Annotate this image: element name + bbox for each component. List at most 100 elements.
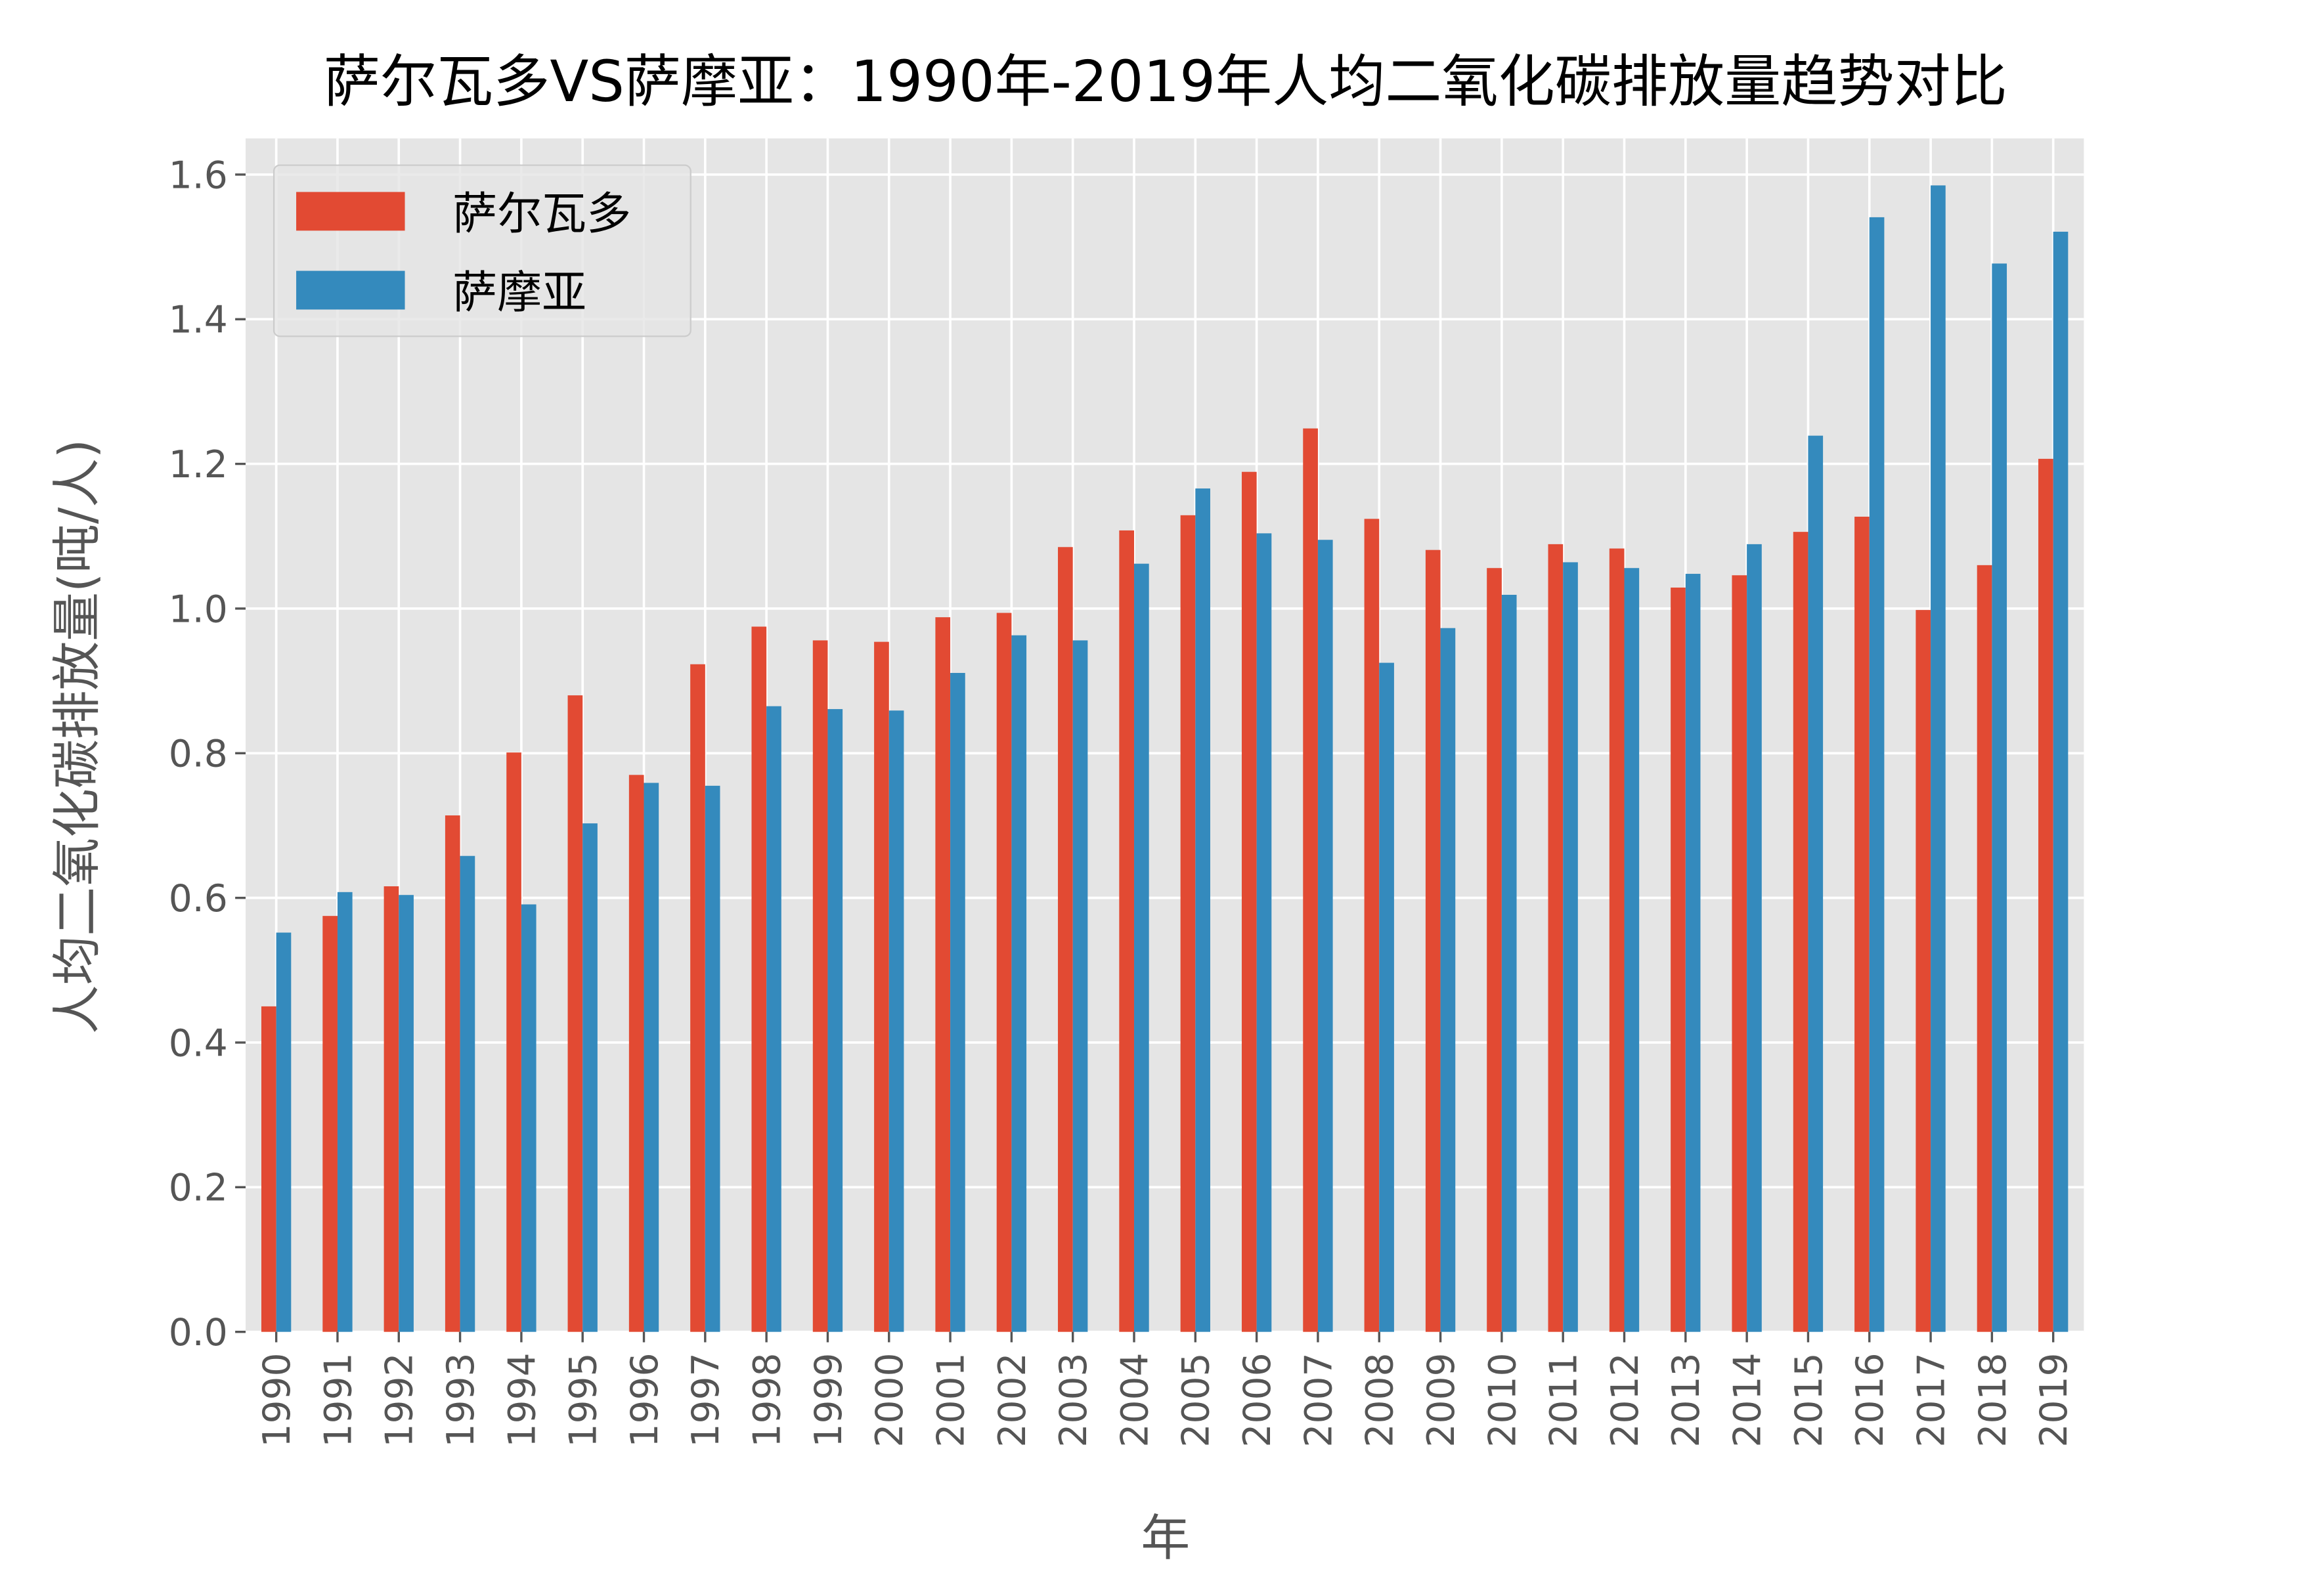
x-tick-label: 2007 [1297, 1352, 1340, 1447]
plot-area [246, 138, 2084, 1332]
legend-swatch-1 [296, 270, 405, 310]
x-tick-label: 1997 [684, 1352, 728, 1447]
bar-el-salvador-1993 [445, 815, 460, 1332]
bar-el-salvador-2017 [1916, 610, 1931, 1332]
x-tick-label: 1994 [500, 1352, 544, 1447]
bar-samoa-1993 [460, 855, 475, 1332]
bars [261, 185, 2069, 1332]
bar-el-salvador-2004 [1119, 530, 1135, 1332]
y-tick-label: 0.0 [169, 1311, 228, 1354]
bar-el-salvador-2013 [1671, 587, 1686, 1332]
bar-samoa-1990 [276, 932, 292, 1332]
x-tick-label: 1992 [378, 1352, 422, 1447]
x-tick-label: 2016 [1849, 1352, 1892, 1447]
x-tick-label: 2002 [991, 1352, 1034, 1447]
bar-samoa-2015 [1808, 435, 1824, 1332]
bar-samoa-2014 [1747, 544, 1762, 1332]
y-tick-label: 1.4 [169, 299, 228, 342]
legend-label-1: 萨摩亚 [452, 267, 586, 319]
bar-el-salvador-1995 [567, 695, 583, 1332]
bar-samoa-2010 [1501, 594, 1517, 1332]
bar-samoa-2009 [1440, 628, 1456, 1332]
bar-samoa-2004 [1134, 563, 1149, 1332]
bar-samoa-2008 [1379, 662, 1394, 1332]
bar-el-salvador-1992 [383, 886, 399, 1332]
y-tick-label: 0.8 [169, 733, 228, 776]
bar-samoa-1994 [521, 904, 537, 1332]
bar-samoa-2013 [1685, 574, 1701, 1332]
x-axis: 1990 1991 1992 1993 1994 1995 1996 1997 1998 1999… [255, 1331, 2076, 1448]
bar-samoa-2007 [1317, 540, 1333, 1332]
x-tick-label: 1999 [807, 1352, 850, 1447]
bar-samoa-1998 [766, 706, 781, 1332]
bar-el-salvador-2008 [1364, 519, 1380, 1332]
bar-el-salvador-2018 [1977, 565, 1992, 1332]
x-tick-label: 1995 [562, 1352, 605, 1447]
y-tick-label: 0.2 [169, 1167, 228, 1210]
x-tick-label: 2019 [2032, 1352, 2076, 1447]
bar-el-salvador-2007 [1303, 428, 1318, 1332]
y-axis-label: 人均二氧化碳排放量(吨/人) [49, 439, 106, 1034]
bar-samoa-2016 [1869, 217, 1885, 1332]
x-tick-label: 2014 [1726, 1352, 1770, 1447]
y-tick-label: 1.2 [169, 443, 228, 486]
x-tick-label: 2011 [1543, 1352, 1586, 1447]
bar-el-salvador-2005 [1180, 515, 1196, 1332]
x-tick-label: 2000 [868, 1352, 911, 1447]
x-tick-label: 2018 [1971, 1352, 2015, 1447]
x-tick-label: 1998 [746, 1352, 789, 1447]
bar-samoa-2005 [1195, 488, 1210, 1332]
x-tick-label: 2013 [1665, 1352, 1708, 1447]
bar-el-salvador-1991 [322, 916, 338, 1332]
x-tick-label: 2010 [1481, 1352, 1524, 1447]
bar-samoa-2006 [1256, 533, 1272, 1332]
bar-el-salvador-2009 [1425, 550, 1441, 1332]
bar-samoa-1997 [705, 785, 720, 1332]
x-tick-label: 2005 [1175, 1352, 1218, 1447]
x-tick-label: 1991 [317, 1352, 360, 1447]
y-tick-label: 0.6 [169, 877, 228, 920]
bar-el-salvador-1996 [628, 775, 644, 1332]
bar-el-salvador-1997 [690, 664, 705, 1332]
y-axis: 0.0 0.2 0.4 0.6 0.8 1.0 1.2 1.4 1.6 [169, 154, 246, 1354]
bar-el-salvador-2000 [874, 641, 889, 1332]
bar-el-salvador-2003 [1058, 547, 1073, 1332]
x-tick-label: 2017 [1910, 1352, 1953, 1447]
x-tick-label: 2009 [1420, 1352, 1463, 1447]
bar-samoa-2019 [2053, 231, 2069, 1332]
bar-el-salvador-1994 [506, 752, 521, 1332]
bar-el-salvador-2010 [1487, 568, 1502, 1332]
bar-el-salvador-2012 [1609, 548, 1625, 1332]
bar-el-salvador-1998 [751, 626, 767, 1332]
legend-swatch-0 [296, 192, 405, 231]
x-tick-label: 2006 [1236, 1352, 1279, 1447]
bar-samoa-1991 [337, 892, 353, 1332]
bar-samoa-2011 [1563, 562, 1578, 1332]
y-tick-label: 1.6 [169, 154, 228, 197]
bar-el-salvador-2016 [1854, 517, 1870, 1332]
bar-el-salvador-2006 [1241, 471, 1257, 1332]
bar-el-salvador-2011 [1548, 544, 1564, 1332]
x-tick-label: 2004 [1113, 1352, 1156, 1447]
x-axis-label: 年 [1141, 1510, 1190, 1567]
bar-samoa-1996 [644, 783, 659, 1332]
bar-el-salvador-2001 [935, 617, 951, 1332]
x-tick-label: 2012 [1604, 1352, 1647, 1447]
x-tick-label: 1996 [623, 1352, 667, 1447]
bar-el-salvador-2015 [1793, 532, 1808, 1332]
bar-samoa-2000 [888, 710, 904, 1332]
x-tick-label: 2008 [1359, 1352, 1402, 1447]
bar-samoa-2018 [1992, 263, 2007, 1332]
legend: 萨尔瓦多 萨摩亚 [273, 164, 691, 337]
y-tick-label: 1.0 [169, 588, 228, 631]
y-tick-label: 0.4 [169, 1022, 228, 1065]
chart-title: 萨尔瓦多VS萨摩亚：1990年-2019年人均二氧化碳排放量趋势对比 [324, 49, 2007, 115]
bar-samoa-2001 [950, 672, 965, 1332]
bar-samoa-2017 [1931, 185, 1946, 1332]
x-tick-label: 1993 [439, 1352, 483, 1447]
x-tick-label: 2001 [929, 1352, 973, 1447]
bar-el-salvador-2014 [1732, 575, 1747, 1332]
bar-samoa-1999 [827, 709, 843, 1332]
bar-el-salvador-2019 [2038, 458, 2053, 1332]
bar-el-salvador-1990 [261, 1006, 276, 1332]
